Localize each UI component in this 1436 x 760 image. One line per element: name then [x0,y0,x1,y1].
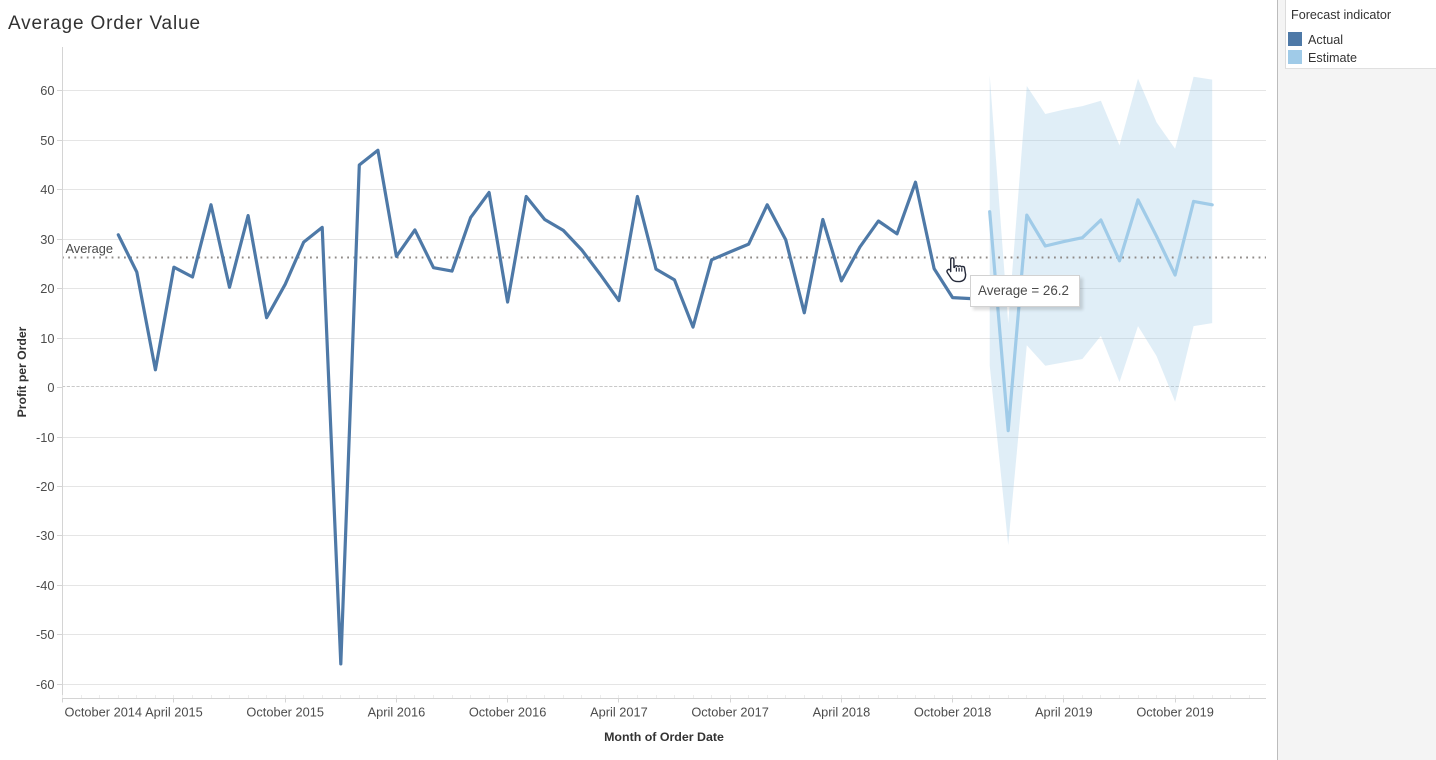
svg-text:April 2016: April 2016 [368,705,426,720]
svg-text:October 2017: October 2017 [691,705,769,720]
svg-text:10: 10 [40,331,54,346]
svg-text:October 2019: October 2019 [1136,705,1214,720]
svg-text:October 2015: October 2015 [246,705,324,720]
svg-text:0: 0 [47,380,54,395]
svg-text:Average: Average [66,241,113,256]
svg-text:20: 20 [40,281,54,296]
svg-text:-30: -30 [36,528,55,543]
svg-text:October 2014: October 2014 [65,705,143,720]
svg-text:-10: -10 [36,430,55,445]
svg-text:30: 30 [40,232,54,247]
svg-text:April 2018: April 2018 [813,705,871,720]
svg-text:April 2015: April 2015 [145,705,203,720]
svg-text:-50: -50 [36,627,55,642]
svg-text:Month of Order Date: Month of Order Date [604,730,724,744]
svg-text:October 2016: October 2016 [469,705,547,720]
svg-text:-40: -40 [36,578,55,593]
svg-text:Profit per Order: Profit per Order [15,326,29,417]
svg-text:April 2019: April 2019 [1035,705,1093,720]
svg-text:60: 60 [40,83,54,98]
svg-text:October 2018: October 2018 [914,705,992,720]
svg-text:-60: -60 [36,677,55,692]
svg-text:40: 40 [40,182,54,197]
svg-text:April 2017: April 2017 [590,705,648,720]
svg-text:50: 50 [40,133,54,148]
svg-text:-20: -20 [36,479,55,494]
